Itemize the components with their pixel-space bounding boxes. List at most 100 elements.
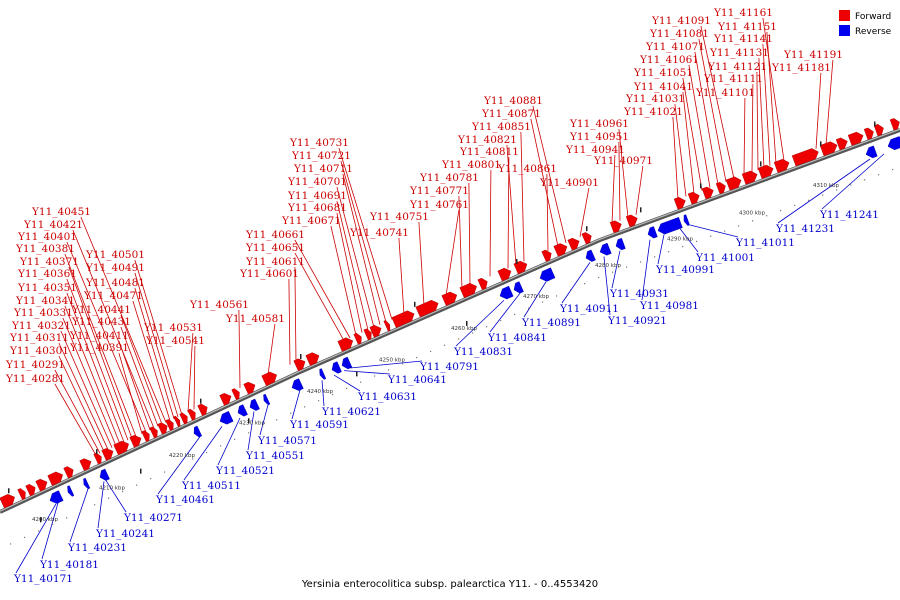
forward-gene-label[interactable]: Y11_40871 [481, 108, 541, 120]
forward-gene-arrow[interactable] [293, 357, 308, 372]
forward-gene-arrow[interactable] [197, 402, 210, 416]
forward-gene-label[interactable]: Y11_40501 [85, 249, 145, 261]
forward-gene-label[interactable]: Y11_41101 [695, 87, 755, 99]
forward-gene-label[interactable]: Y11_40851 [471, 121, 531, 133]
forward-gene-arrow[interactable] [187, 408, 198, 421]
reverse-gene-label[interactable]: Y11_41241 [819, 209, 879, 221]
reverse-gene-label[interactable]: Y11_40461 [155, 494, 215, 506]
reverse-gene-arrow[interactable] [538, 267, 556, 284]
forward-gene-label[interactable]: Y11_41071 [645, 41, 705, 53]
forward-gene-arrow[interactable] [873, 123, 885, 137]
reverse-gene-arrow[interactable] [344, 356, 353, 369]
reverse-gene-arrow[interactable] [290, 378, 304, 393]
forward-gene-arrow[interactable] [141, 429, 152, 443]
forward-gene-arrow[interactable] [165, 418, 176, 431]
forward-gene-label[interactable]: Y11_40721 [291, 150, 351, 162]
forward-gene-arrow[interactable] [243, 380, 258, 395]
forward-gene-arrow[interactable] [305, 351, 321, 366]
forward-gene-arrow[interactable] [35, 477, 50, 492]
forward-gene-label[interactable]: Y11_40481 [85, 277, 145, 289]
forward-gene-arrow[interactable] [625, 213, 639, 228]
forward-gene-label[interactable]: Y11_40941 [565, 144, 625, 156]
forward-gene-label[interactable]: Y11_40331 [13, 307, 73, 319]
forward-gene-label[interactable]: Y11_40401 [17, 231, 77, 243]
forward-gene-label[interactable]: Y11_40681 [287, 202, 347, 214]
forward-gene-arrow[interactable] [47, 470, 65, 486]
forward-gene-label[interactable]: Y11_41151 [717, 21, 777, 33]
forward-gene-arrow[interactable] [773, 157, 791, 173]
reverse-gene-label[interactable]: Y11_40271 [123, 512, 183, 524]
forward-gene-label[interactable]: Y11_41081 [649, 28, 709, 40]
reverse-gene-arrow[interactable] [192, 425, 203, 439]
forward-gene-label[interactable]: Y11_40731 [289, 137, 349, 149]
forward-gene-arrow[interactable] [715, 181, 727, 195]
forward-gene-arrow[interactable] [609, 219, 623, 234]
forward-gene-label[interactable]: Y11_40611 [245, 256, 305, 268]
forward-gene-arrow[interactable] [101, 446, 116, 461]
forward-gene-arrow[interactable] [63, 465, 76, 479]
forward-gene-arrow[interactable] [219, 391, 234, 406]
forward-gene-label[interactable]: Y11_40581 [225, 313, 285, 325]
forward-gene-label[interactable]: Y11_40781 [419, 172, 479, 184]
forward-gene-label[interactable]: Y11_40371 [19, 256, 79, 268]
reverse-gene-label[interactable]: Y11_40621 [321, 406, 381, 418]
reverse-gene-label[interactable]: Y11_40921 [607, 315, 667, 327]
forward-gene-arrow[interactable] [567, 236, 582, 251]
reverse-gene-label[interactable]: Y11_41231 [775, 223, 835, 235]
forward-gene-label[interactable]: Y11_40701 [287, 176, 347, 188]
forward-gene-label[interactable]: Y11_41061 [639, 54, 699, 66]
forward-gene-arrow[interactable] [79, 457, 94, 471]
forward-gene-label[interactable]: Y11_40741 [349, 227, 409, 239]
forward-gene-label[interactable]: Y11_40361 [17, 268, 77, 280]
forward-gene-label[interactable]: Y11_40391 [69, 342, 129, 354]
forward-gene-label[interactable]: Y11_40661 [245, 229, 305, 241]
forward-gene-arrow[interactable] [113, 439, 131, 456]
forward-gene-arrow[interactable] [25, 483, 38, 497]
reverse-gene-arrow[interactable] [66, 485, 75, 498]
reverse-gene-label[interactable]: Y11_40171 [13, 573, 73, 585]
forward-gene-label[interactable]: Y11_41041 [633, 81, 693, 93]
reverse-gene-arrow[interactable] [82, 477, 91, 490]
reverse-gene-label[interactable]: Y11_41001 [695, 252, 755, 264]
forward-gene-label[interactable]: Y11_40881 [483, 95, 543, 107]
forward-gene-arrow[interactable] [741, 169, 759, 185]
forward-gene-label[interactable]: Y11_40821 [457, 134, 517, 146]
forward-gene-label[interactable]: Y11_40421 [23, 219, 83, 231]
reverse-gene-arrow[interactable] [598, 242, 612, 257]
forward-gene-label[interactable]: Y11_40811 [459, 146, 519, 158]
forward-gene-label[interactable]: Y11_41131 [709, 47, 769, 59]
reverse-gene-label[interactable]: Y11_40841 [487, 332, 547, 344]
forward-gene-label[interactable]: Y11_40711 [293, 163, 353, 175]
forward-gene-arrow[interactable] [725, 175, 743, 191]
forward-gene-label[interactable]: Y11_40771 [409, 185, 469, 197]
reverse-gene-label[interactable]: Y11_40181 [39, 559, 99, 571]
reverse-gene-label[interactable]: Y11_40241 [95, 528, 155, 540]
forward-gene-label[interactable]: Y11_41031 [625, 93, 685, 105]
forward-gene-arrow[interactable] [129, 433, 144, 448]
forward-gene-label[interactable]: Y11_40691 [287, 190, 347, 202]
forward-gene-arrow[interactable] [353, 332, 364, 345]
reverse-gene-arrow[interactable] [48, 490, 64, 506]
forward-gene-arrow[interactable] [441, 290, 459, 306]
forward-gene-label[interactable]: Y11_40951 [569, 131, 629, 143]
forward-gene-label[interactable]: Y11_40441 [71, 304, 131, 316]
forward-gene-label[interactable]: Y11_40601 [239, 268, 299, 280]
forward-gene-arrow[interactable] [701, 185, 715, 200]
reverse-gene-arrow[interactable] [614, 237, 626, 251]
forward-gene-label[interactable]: Y11_40381 [15, 243, 75, 255]
reverse-gene-label[interactable]: Y11_41011 [735, 237, 795, 249]
reverse-gene-arrow[interactable] [498, 285, 514, 301]
reverse-gene-arrow[interactable] [318, 368, 327, 381]
reverse-gene-label[interactable]: Y11_40831 [453, 346, 513, 358]
forward-gene-label[interactable]: Y11_40531 [143, 322, 203, 334]
reverse-gene-label[interactable]: Y11_40591 [289, 419, 349, 431]
reverse-gene-arrow[interactable] [98, 468, 110, 482]
forward-gene-arrow[interactable] [173, 415, 182, 428]
reverse-gene-arrow[interactable] [218, 411, 234, 426]
reverse-gene-arrow[interactable] [236, 404, 248, 418]
forward-gene-arrow[interactable] [477, 277, 490, 291]
reverse-gene-label[interactable]: Y11_40551 [245, 450, 305, 462]
reverse-gene-arrow[interactable] [886, 136, 900, 151]
forward-gene-label[interactable]: Y11_40311 [9, 332, 69, 344]
forward-gene-arrow[interactable] [553, 241, 569, 257]
